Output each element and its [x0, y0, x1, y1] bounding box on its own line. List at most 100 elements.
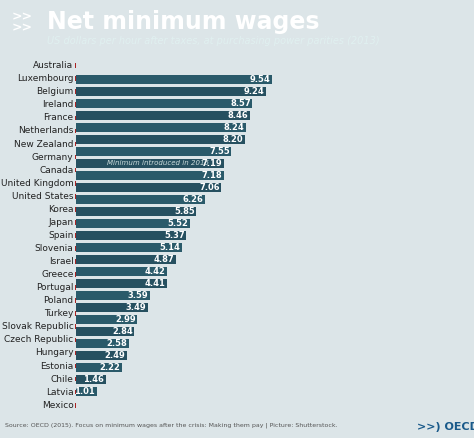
Text: 3.49: 3.49	[126, 303, 146, 312]
Bar	[76, 159, 224, 168]
Bar	[76, 279, 167, 288]
Bar	[74, 246, 78, 251]
Bar	[74, 338, 78, 342]
Text: 4.87: 4.87	[154, 255, 174, 264]
Bar	[76, 87, 266, 96]
Bar	[76, 207, 196, 216]
Bar	[76, 303, 148, 312]
Bar	[76, 123, 246, 132]
Text: Korea: Korea	[48, 205, 73, 214]
Text: 5.37: 5.37	[164, 231, 185, 240]
Bar	[74, 168, 78, 173]
Bar	[76, 363, 121, 372]
Text: US dollars per hour after taxes, at purchasing power parities (2013): US dollars per hour after taxes, at purc…	[47, 35, 380, 46]
Text: 8.20: 8.20	[222, 135, 243, 144]
Bar	[76, 315, 137, 324]
Text: France: France	[43, 113, 73, 122]
Bar	[76, 135, 245, 144]
Text: Canada: Canada	[39, 166, 73, 175]
Bar	[76, 267, 167, 276]
Bar	[74, 325, 78, 329]
Bar	[74, 207, 78, 212]
Bar	[74, 298, 78, 303]
Bar	[76, 147, 231, 156]
Text: 7.55: 7.55	[209, 147, 230, 156]
Bar	[74, 64, 78, 68]
Text: 8.57: 8.57	[230, 99, 251, 108]
Text: Chile: Chile	[51, 374, 73, 384]
Bar	[74, 129, 78, 133]
Bar	[76, 111, 250, 120]
Text: 5.85: 5.85	[174, 207, 195, 216]
Bar	[74, 364, 78, 368]
Text: Germany: Germany	[32, 152, 73, 162]
Text: Poland: Poland	[43, 296, 73, 305]
Text: Portugal: Portugal	[36, 283, 73, 292]
Bar	[74, 377, 78, 381]
Bar	[74, 403, 78, 407]
Bar	[76, 291, 150, 300]
Bar	[74, 311, 78, 316]
Text: Source: OECD (2015). Focus on minimum wages after the crisis: Making them pay | : Source: OECD (2015). Focus on minimum wa…	[5, 422, 337, 427]
Text: Greece: Greece	[41, 270, 73, 279]
Text: Japan: Japan	[48, 218, 73, 227]
Text: 8.46: 8.46	[228, 111, 248, 120]
Bar	[74, 285, 78, 290]
Text: United States: United States	[12, 192, 73, 201]
Bar	[74, 350, 78, 355]
Bar	[74, 89, 78, 94]
Text: Slovenia: Slovenia	[35, 244, 73, 253]
Text: 6.26: 6.26	[182, 195, 203, 204]
Bar	[74, 76, 78, 81]
Bar	[76, 171, 224, 180]
Text: Minimum introduced in 2015: Minimum introduced in 2015	[107, 160, 209, 166]
Bar	[74, 116, 78, 120]
Bar	[74, 220, 78, 225]
Bar	[76, 255, 176, 264]
Bar	[74, 181, 78, 186]
Text: 2.99: 2.99	[115, 315, 136, 324]
Text: >>) OECD: >>) OECD	[417, 422, 474, 432]
Text: 2.49: 2.49	[105, 351, 126, 360]
Text: 4.41: 4.41	[144, 279, 165, 288]
Bar	[74, 155, 78, 159]
Text: Australia: Australia	[33, 61, 73, 70]
Bar	[74, 272, 78, 277]
Text: 7.19: 7.19	[202, 159, 222, 168]
Text: 5.14: 5.14	[159, 243, 180, 252]
Text: 9.24: 9.24	[244, 87, 264, 96]
Bar	[76, 243, 182, 252]
Bar	[74, 233, 78, 238]
Text: Czech Republic: Czech Republic	[4, 336, 73, 344]
Text: Net minimum wages: Net minimum wages	[47, 10, 320, 34]
Text: Hungary: Hungary	[35, 349, 73, 357]
Text: 1.01: 1.01	[74, 387, 95, 396]
Bar	[76, 99, 253, 108]
Text: >>
>>: >> >>	[12, 11, 33, 35]
Bar	[76, 75, 273, 84]
Bar	[74, 194, 78, 198]
Text: 2.58: 2.58	[107, 339, 128, 348]
Bar	[76, 195, 205, 204]
Bar	[76, 183, 221, 192]
Text: New Zealand: New Zealand	[14, 140, 73, 148]
Text: Spain: Spain	[48, 231, 73, 240]
Text: 5.52: 5.52	[167, 219, 188, 228]
Bar	[74, 141, 78, 146]
Text: United Kingdom: United Kingdom	[1, 179, 73, 188]
Bar	[76, 351, 127, 360]
Text: Estonia: Estonia	[40, 361, 73, 371]
Bar	[76, 375, 106, 384]
Text: 8.24: 8.24	[223, 123, 244, 132]
Text: Latvia: Latvia	[46, 388, 73, 397]
Text: Turkey: Turkey	[44, 309, 73, 318]
Text: 2.84: 2.84	[112, 327, 133, 336]
Bar	[76, 231, 186, 240]
Bar	[74, 102, 78, 107]
Bar	[74, 390, 78, 395]
Text: Ireland: Ireland	[42, 100, 73, 110]
Text: Israel: Israel	[49, 257, 73, 266]
Text: Netherlands: Netherlands	[18, 127, 73, 135]
Text: 9.54: 9.54	[250, 75, 271, 84]
Text: Belgium: Belgium	[36, 87, 73, 96]
